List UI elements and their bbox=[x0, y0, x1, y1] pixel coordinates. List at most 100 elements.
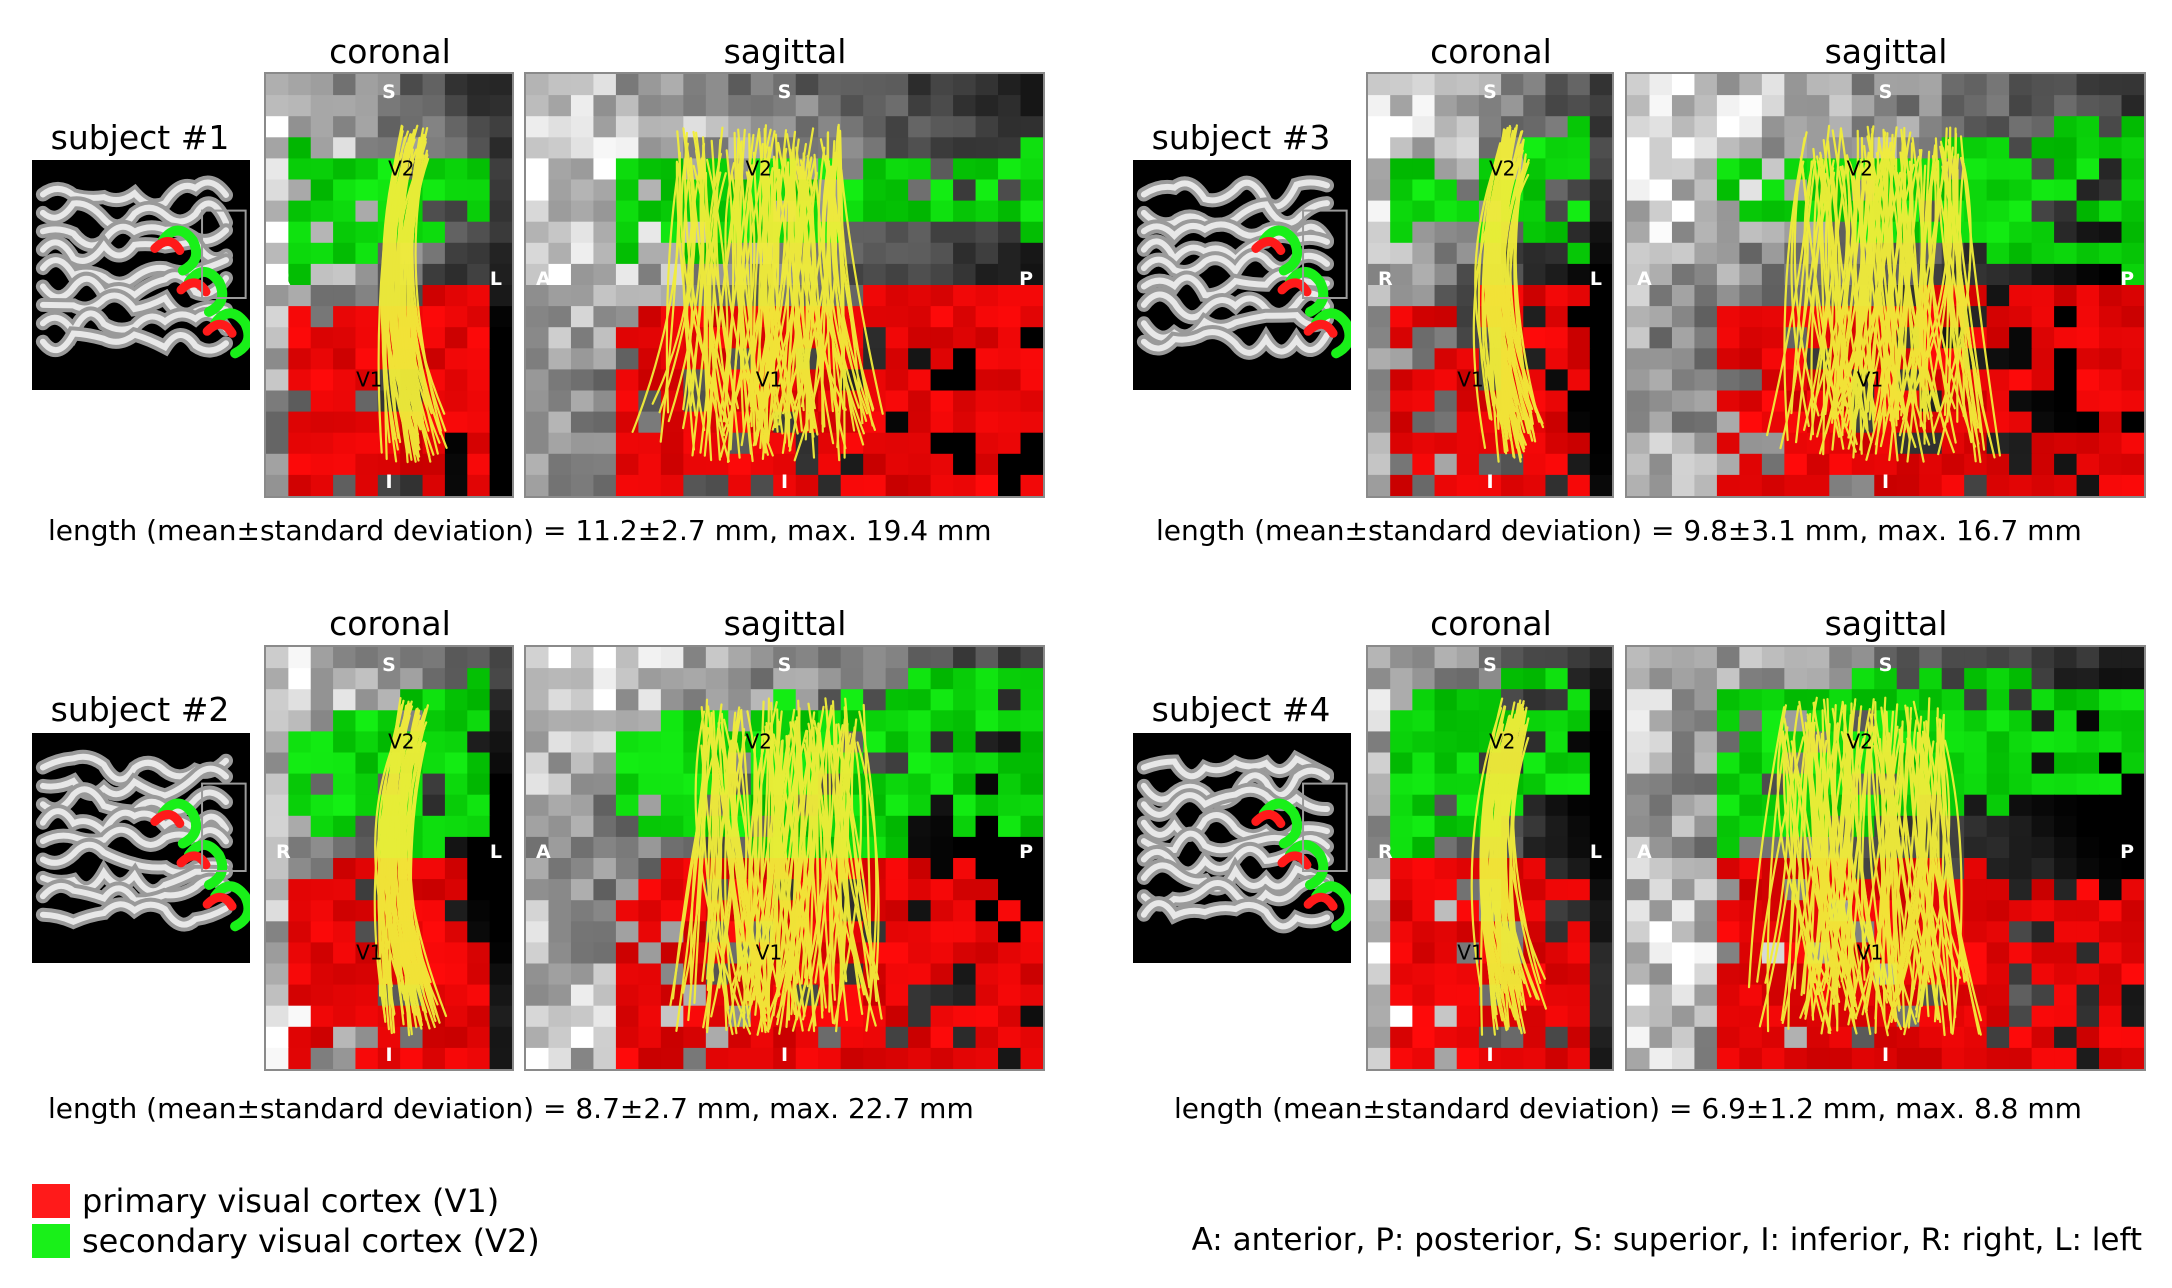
region-label-v2: V2 bbox=[1846, 729, 1872, 753]
sagittal-panel: S I A P V2 V1 bbox=[1625, 645, 2146, 1071]
fiber-bundle bbox=[669, 697, 883, 1036]
orientation-label-right: L bbox=[490, 268, 502, 290]
orientation-label-bottom: I bbox=[1486, 471, 1493, 493]
orientation-label-top: S bbox=[1483, 81, 1497, 103]
roi-box bbox=[201, 782, 247, 872]
orientation-label-left: A bbox=[536, 268, 551, 290]
coronal-panel: S I R L V2 V1 bbox=[264, 645, 514, 1071]
sagittal-panel: S I A P V2 V1 bbox=[1625, 72, 2146, 498]
orientation-label-left: A bbox=[1637, 268, 1652, 290]
legend-label-v2: secondary visual cortex (V2) bbox=[82, 1222, 540, 1260]
sagittal-view-title: sagittal bbox=[723, 604, 847, 643]
region-label-v1: V1 bbox=[1457, 940, 1483, 964]
region-label-v2: V2 bbox=[745, 729, 771, 753]
brain-thumbnail bbox=[32, 733, 250, 963]
subject-label: subject #3 bbox=[1151, 118, 1331, 157]
region-label-v2: V2 bbox=[1489, 729, 1515, 753]
length-caption: length (mean±standard deviation) = 9.8±3… bbox=[1156, 514, 2082, 547]
sagittal-view-title: sagittal bbox=[1824, 32, 1948, 71]
brain-thumbnail bbox=[1133, 733, 1351, 963]
orientation-label-top: S bbox=[1879, 654, 1893, 676]
coronal-view-title: coronal bbox=[329, 32, 451, 71]
sagittal-panel: S I A P V2 V1 bbox=[524, 645, 1045, 1071]
visual-cortex-overlay bbox=[1251, 798, 1351, 932]
length-caption: length (mean±standard deviation) = 11.2±… bbox=[48, 514, 992, 547]
coronal-panel: S I R L V2 V1 bbox=[1366, 645, 1614, 1071]
roi-box bbox=[1302, 782, 1348, 872]
orientation-label-bottom: I bbox=[1882, 1044, 1889, 1066]
orientation-label-bottom: I bbox=[385, 1044, 392, 1066]
orientation-label-left: R bbox=[276, 841, 291, 863]
region-label-v1: V1 bbox=[356, 367, 382, 391]
region-label-v1: V1 bbox=[1457, 367, 1483, 391]
legend-item-v1: primary visual cortex (V1) bbox=[32, 1182, 499, 1220]
orientation-label-left: R bbox=[276, 268, 291, 290]
orientation-label-top: S bbox=[1483, 654, 1497, 676]
coronal-view-title: coronal bbox=[1430, 32, 1552, 71]
fiber-bundle bbox=[1470, 697, 1547, 1036]
fiber-bundle bbox=[377, 124, 448, 464]
orientation-label-top: S bbox=[778, 654, 792, 676]
orientation-label-right: P bbox=[2120, 841, 2134, 863]
coronal-view-title: coronal bbox=[1430, 604, 1552, 643]
fiber-bundle bbox=[631, 123, 884, 463]
orientation-label-top: S bbox=[382, 81, 396, 103]
fiber-bundle bbox=[1747, 696, 1983, 1037]
brain-thumbnail bbox=[32, 160, 250, 390]
region-label-v2: V2 bbox=[745, 156, 771, 180]
coronal-view-title: coronal bbox=[329, 604, 451, 643]
region-label-v2: V2 bbox=[388, 729, 414, 753]
orientation-label-left: R bbox=[1378, 841, 1393, 863]
sagittal-view-title: sagittal bbox=[1824, 604, 1948, 643]
length-caption: length (mean±standard deviation) = 6.9±1… bbox=[1174, 1092, 2082, 1125]
orientation-label-right: P bbox=[1019, 841, 1033, 863]
coronal-panel: S I R L V2 V1 bbox=[1366, 72, 1614, 498]
orientation-label-bottom: I bbox=[1486, 1044, 1493, 1066]
abbreviation-key: A: anterior, P: posterior, S: superior, … bbox=[1191, 1222, 2142, 1258]
fiber-bundle bbox=[373, 697, 448, 1037]
region-label-v1: V1 bbox=[756, 940, 782, 964]
subject-label: subject #2 bbox=[50, 690, 230, 729]
region-label-v2: V2 bbox=[1489, 156, 1515, 180]
region-label-v2: V2 bbox=[388, 156, 414, 180]
orientation-label-right: P bbox=[2120, 268, 2134, 290]
length-caption: length (mean±standard deviation) = 8.7±2… bbox=[48, 1092, 974, 1125]
coronal-panel: S I R L V2 V1 bbox=[264, 72, 514, 498]
mri-voxel-grid bbox=[266, 647, 512, 1069]
orientation-label-top: S bbox=[778, 81, 792, 103]
legend-item-v2: secondary visual cortex (V2) bbox=[32, 1222, 540, 1260]
orientation-label-right: L bbox=[490, 841, 502, 863]
legend-label-v1: primary visual cortex (V1) bbox=[82, 1182, 500, 1220]
orientation-label-top: S bbox=[1879, 81, 1893, 103]
orientation-label-bottom: I bbox=[781, 1044, 788, 1066]
v1-swatch bbox=[32, 1184, 70, 1218]
region-label-v2: V2 bbox=[1846, 156, 1872, 180]
orientation-label-right: L bbox=[1590, 841, 1602, 863]
region-label-v1: V1 bbox=[1857, 940, 1883, 964]
roi-box bbox=[201, 209, 247, 299]
sagittal-view-title: sagittal bbox=[723, 32, 847, 71]
region-label-v1: V1 bbox=[756, 367, 782, 391]
roi-box bbox=[1302, 209, 1348, 299]
orientation-label-left: A bbox=[536, 841, 551, 863]
brain-thumbnail bbox=[1133, 160, 1351, 390]
orientation-label-left: A bbox=[1637, 841, 1652, 863]
subject-label: subject #4 bbox=[1151, 690, 1331, 729]
sagittal-panel: S I A P V2 V1 bbox=[524, 72, 1045, 498]
visual-cortex-overlay bbox=[150, 225, 250, 359]
orientation-label-top: S bbox=[382, 654, 396, 676]
visual-cortex-overlay bbox=[1251, 225, 1351, 359]
orientation-label-right: P bbox=[1019, 268, 1033, 290]
region-label-v1: V1 bbox=[356, 940, 382, 964]
subject-label: subject #1 bbox=[50, 118, 230, 157]
orientation-label-bottom: I bbox=[781, 471, 788, 493]
orientation-label-bottom: I bbox=[1882, 471, 1889, 493]
visual-cortex-overlay bbox=[150, 798, 250, 932]
mri-voxel-grid bbox=[1368, 647, 1612, 1069]
region-label-v1: V1 bbox=[1857, 367, 1883, 391]
v2-swatch bbox=[32, 1224, 70, 1258]
fiber-bundle bbox=[1766, 124, 2001, 464]
fiber-bundle bbox=[1472, 124, 1545, 463]
orientation-label-bottom: I bbox=[385, 471, 392, 493]
orientation-label-right: L bbox=[1590, 268, 1602, 290]
